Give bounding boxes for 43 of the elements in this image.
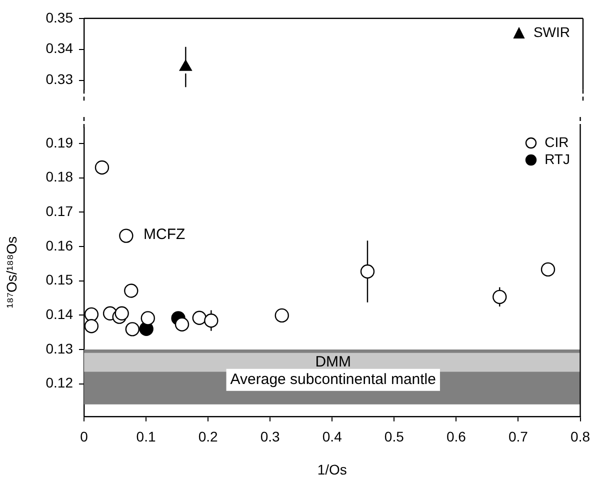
point (84, 319, 99, 334)
y-tick-label: 0.12 (46, 374, 74, 391)
point (540, 262, 556, 277)
band-label: Average subcontinental mantle (230, 371, 436, 388)
y-tick-label: 0.35 (46, 9, 74, 26)
y-tick-label: 0.16 (46, 237, 74, 254)
annotation: MCFZ (144, 226, 186, 243)
legend-label: CIR (544, 134, 569, 151)
point (492, 290, 507, 304)
y-tick-label: 0.34 (46, 40, 74, 56)
point (360, 264, 375, 279)
point (274, 308, 289, 323)
y-tick-label: 0.18 (46, 168, 74, 185)
point (192, 310, 206, 325)
x-tick-label: 0.5 (384, 428, 404, 445)
point (124, 284, 138, 298)
x-axis-title: 1/Os (317, 461, 347, 478)
point (204, 314, 218, 328)
y-tick-label: 0.33 (46, 71, 74, 88)
x-tick-label: 0.7 (508, 428, 528, 445)
x-tick-label: 0.6 (446, 428, 466, 445)
point (114, 306, 129, 320)
y-tick-label: 0.13 (46, 340, 74, 356)
y-tick-label: 0.15 (46, 272, 74, 288)
point (94, 160, 110, 175)
x-tick-label: 0 (80, 428, 88, 445)
point (125, 322, 140, 336)
point (119, 228, 134, 243)
y-tick-label: 0.17 (46, 202, 74, 219)
y-axis-title: ¹⁸⁷Os/¹⁸⁸Os (3, 236, 20, 308)
x-tick-label: 0.2 (198, 428, 218, 445)
legend-label: RTJ (544, 151, 570, 168)
legend-label: SWIR (533, 24, 570, 41)
x-tick-label: 0.8 (570, 428, 590, 445)
point (174, 317, 190, 332)
y-tick-label: 0.19 (46, 134, 74, 150)
y-tick-label: 0.14 (46, 306, 74, 322)
x-tick-label: 0.4 (322, 428, 342, 445)
x-tick-label: 0.3 (260, 428, 280, 445)
point (140, 311, 155, 326)
band-label: DMM (315, 353, 352, 370)
x-tick-label: 0.1 (136, 428, 156, 445)
point (84, 307, 99, 322)
